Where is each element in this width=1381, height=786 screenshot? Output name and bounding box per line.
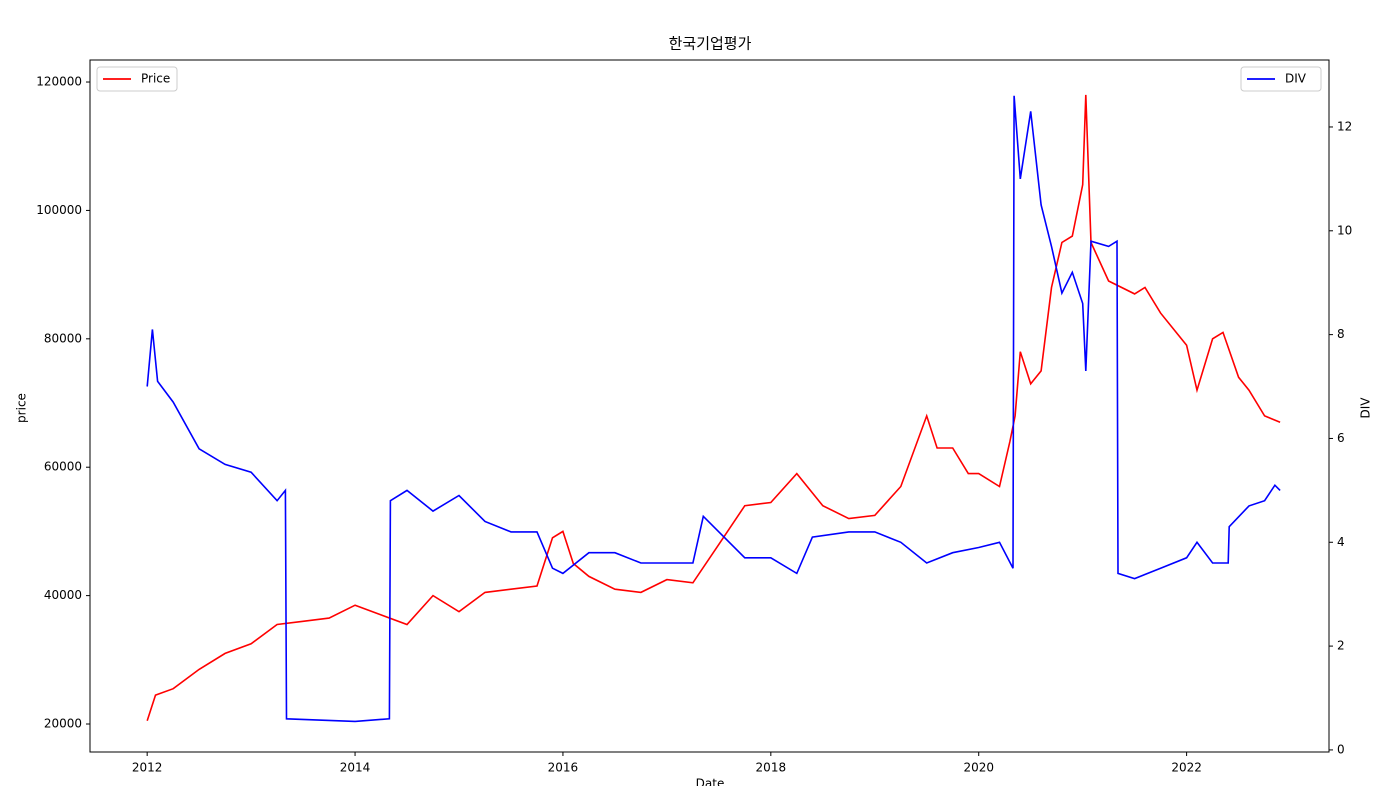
x-tick-label: 2022 <box>1171 761 1202 775</box>
chart-title: 한국기업평가 <box>669 35 752 53</box>
y2-tick-label: 2 <box>1337 639 1345 653</box>
legend-box <box>96 66 178 92</box>
y2-axis-label: DIV <box>1359 397 1373 419</box>
y-tick-label: 80000 <box>44 331 82 345</box>
legend-label: DIV <box>1285 72 1307 86</box>
x-axis-label: Date <box>696 777 725 786</box>
y-tick-label: 20000 <box>44 717 82 731</box>
x-tick-label: 2016 <box>548 761 579 775</box>
y2-tick-label: 10 <box>1337 223 1352 237</box>
y-axis-label: price <box>15 393 29 423</box>
x-tick-label: 2020 <box>963 761 994 775</box>
y2-tick-label: 4 <box>1337 535 1345 549</box>
y-tick-label: 60000 <box>44 460 82 474</box>
y2-tick-label: 6 <box>1337 431 1345 445</box>
y2-tick-label: 8 <box>1337 327 1345 341</box>
y2-tick-label: 0 <box>1337 742 1345 756</box>
line-series <box>146 94 1281 722</box>
y2-tick-label: 12 <box>1337 119 1352 133</box>
line-series <box>146 95 1281 723</box>
legend-box <box>1240 66 1322 92</box>
x-tick-label: 2014 <box>340 761 371 775</box>
legend-label: Price <box>141 72 170 86</box>
x-tick-label: 2012 <box>132 761 163 775</box>
y-tick-label: 100000 <box>36 203 82 217</box>
y-tick-label: 40000 <box>44 588 82 602</box>
y-tick-label: 120000 <box>36 75 82 89</box>
x-tick-label: 2018 <box>756 761 787 775</box>
plot-frame <box>89 59 1330 753</box>
